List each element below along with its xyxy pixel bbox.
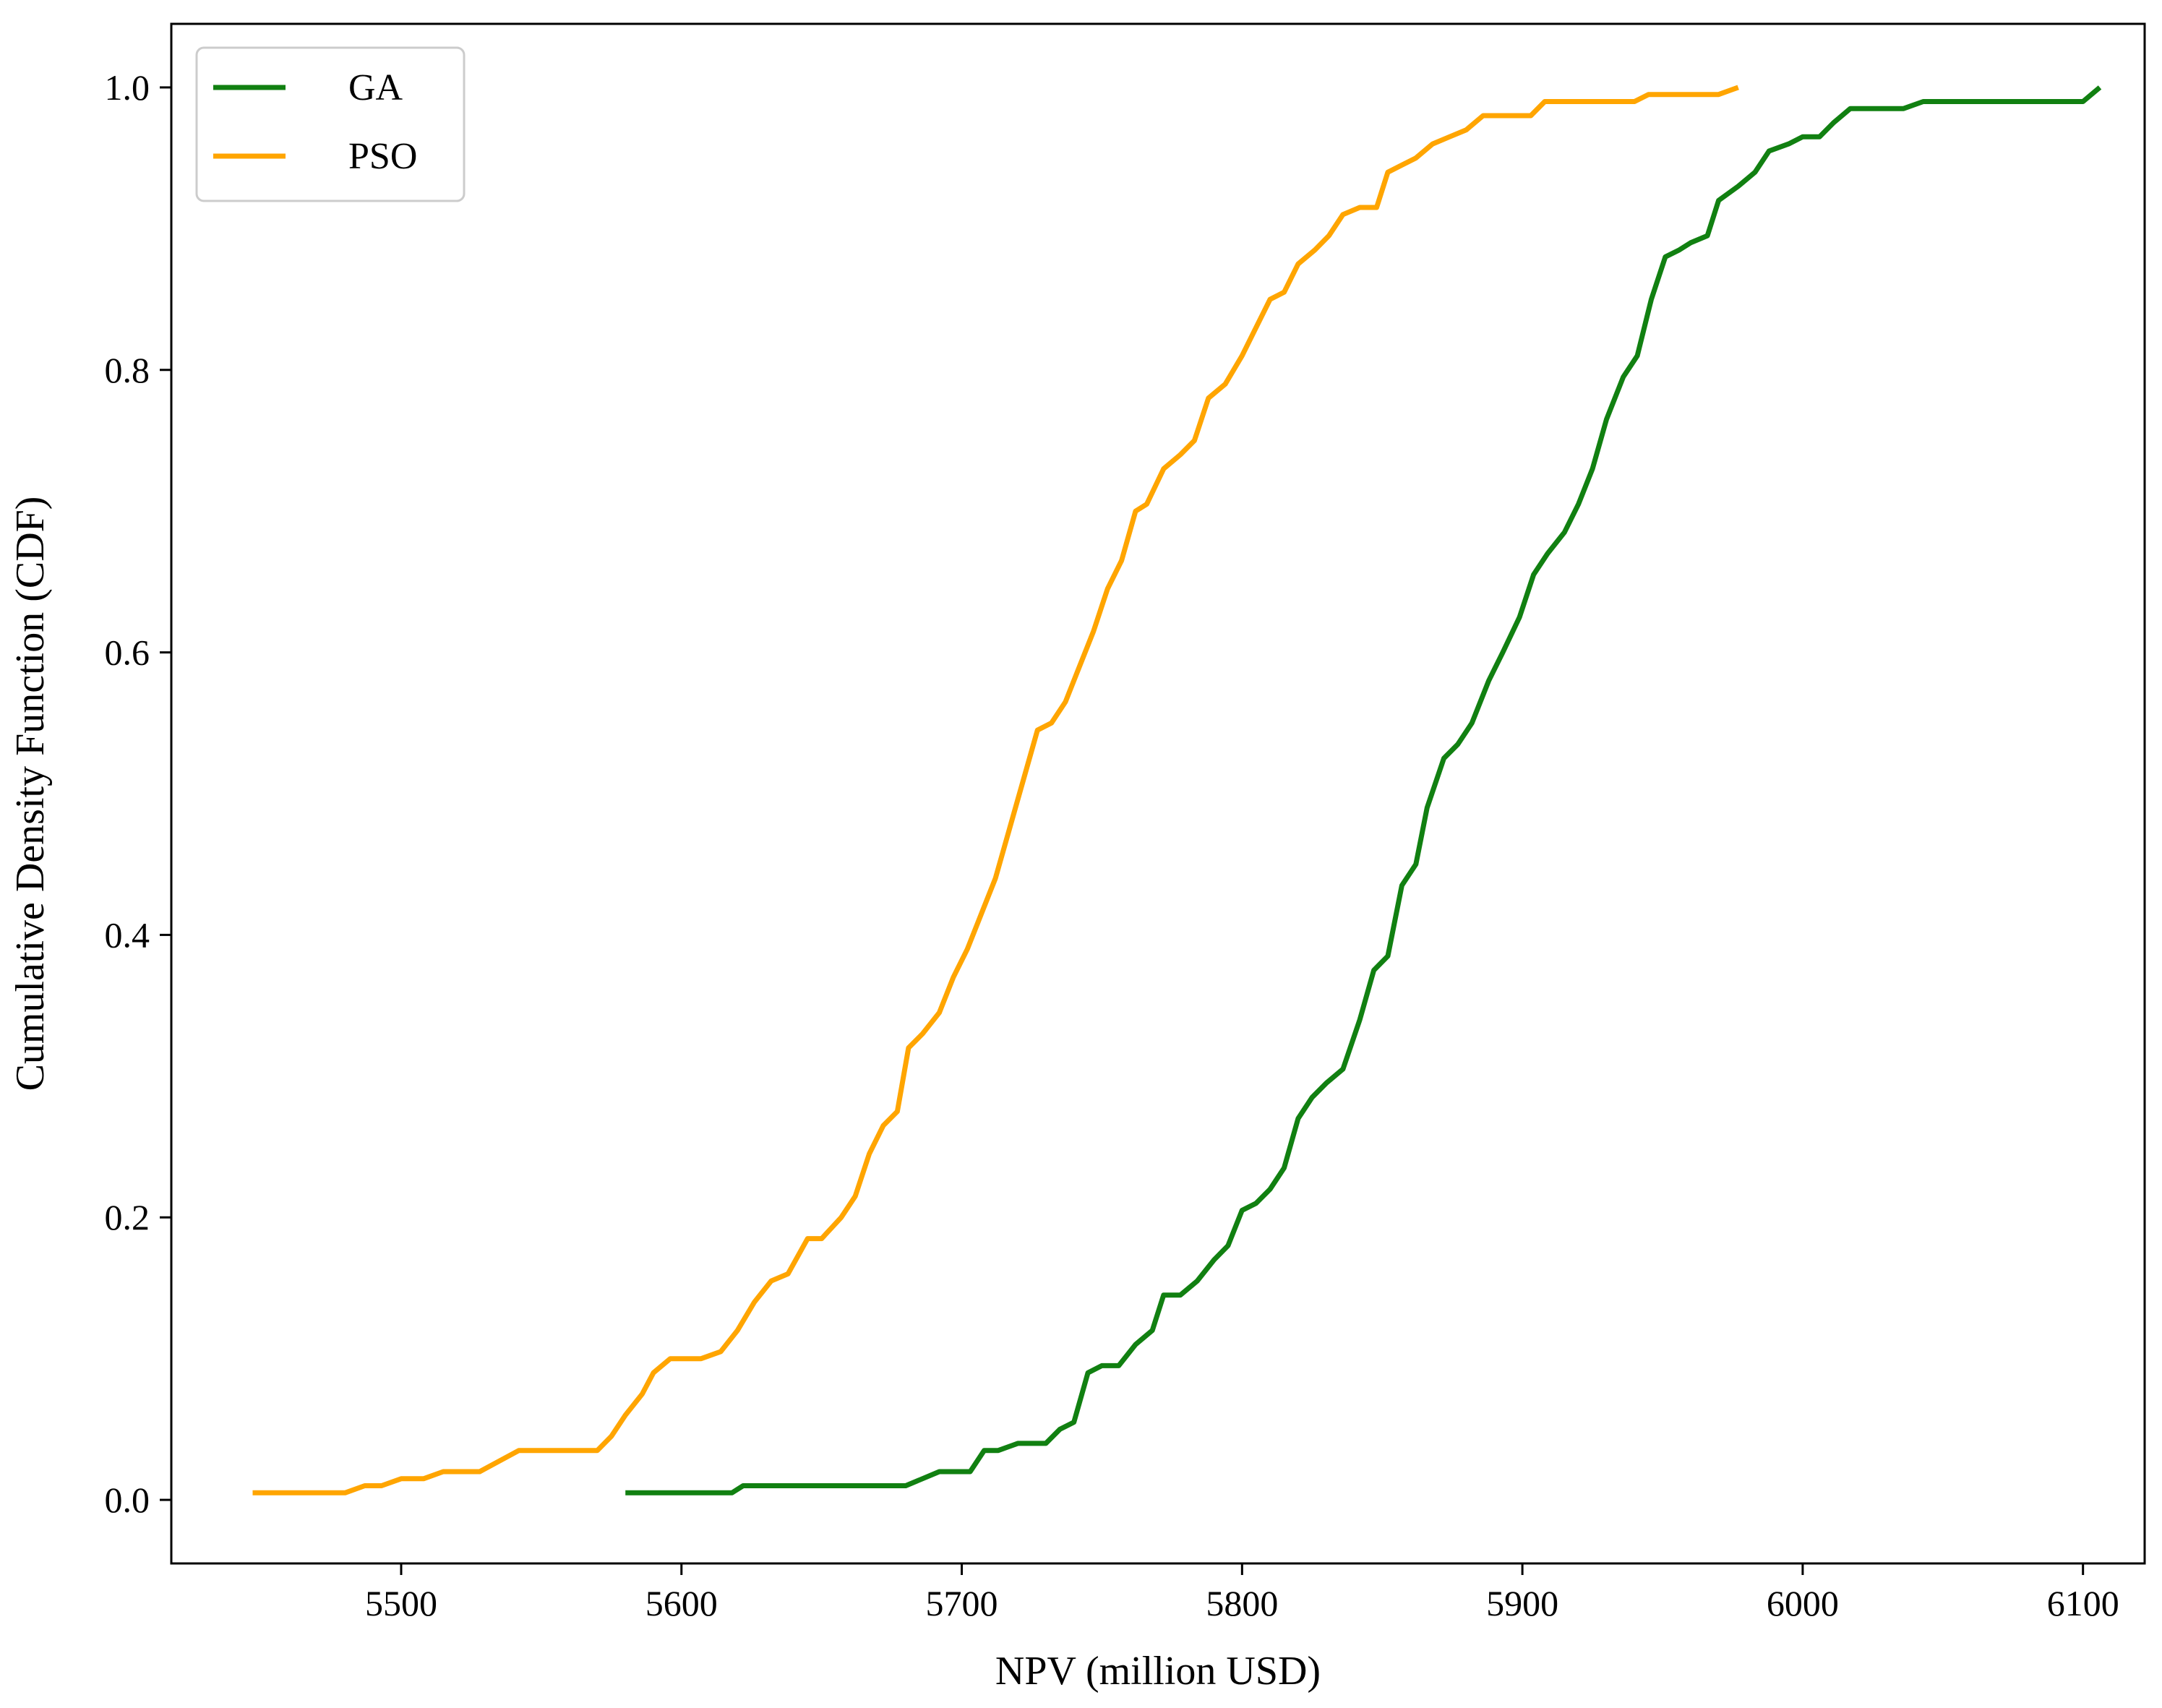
x-axis-title: NPV (million USD) [995,1649,1321,1694]
x-tick-label: 5800 [1206,1583,1278,1623]
x-tick-label: 5700 [926,1583,998,1623]
y-tick-label: 1.0 [105,67,150,108]
x-tick-label: 5600 [645,1583,718,1623]
x-axis: 5500 5600 5700 5800 5900 6000 6100 [365,1563,2119,1623]
legend: GA PSO [195,46,466,202]
y-tick-label: 0.0 [105,1480,150,1520]
legend-frame [195,46,466,202]
series-line-pso [252,85,1739,1495]
series-layer [252,85,2102,1495]
y-axis-title: Cumulative Density Function (CDF) [8,497,53,1091]
y-tick-label: 0.6 [105,632,150,673]
y-tick-label: 0.4 [105,914,150,955]
x-tick-label: 5900 [1486,1583,1558,1623]
y-axis: 0.0 0.2 0.4 0.6 0.8 1.0 [105,67,171,1520]
y-tick-label: 0.8 [105,350,150,390]
series-line-ga [625,85,2102,1495]
x-tick-label: 5500 [365,1583,437,1623]
legend-label-pso: PSO [348,136,417,177]
legend-label-ga: GA [348,67,403,108]
x-tick-label: 6000 [1767,1583,1839,1623]
x-tick-label: 6100 [2047,1583,2119,1623]
y-tick-label: 0.2 [105,1197,150,1237]
plot-frame [170,22,2146,1565]
